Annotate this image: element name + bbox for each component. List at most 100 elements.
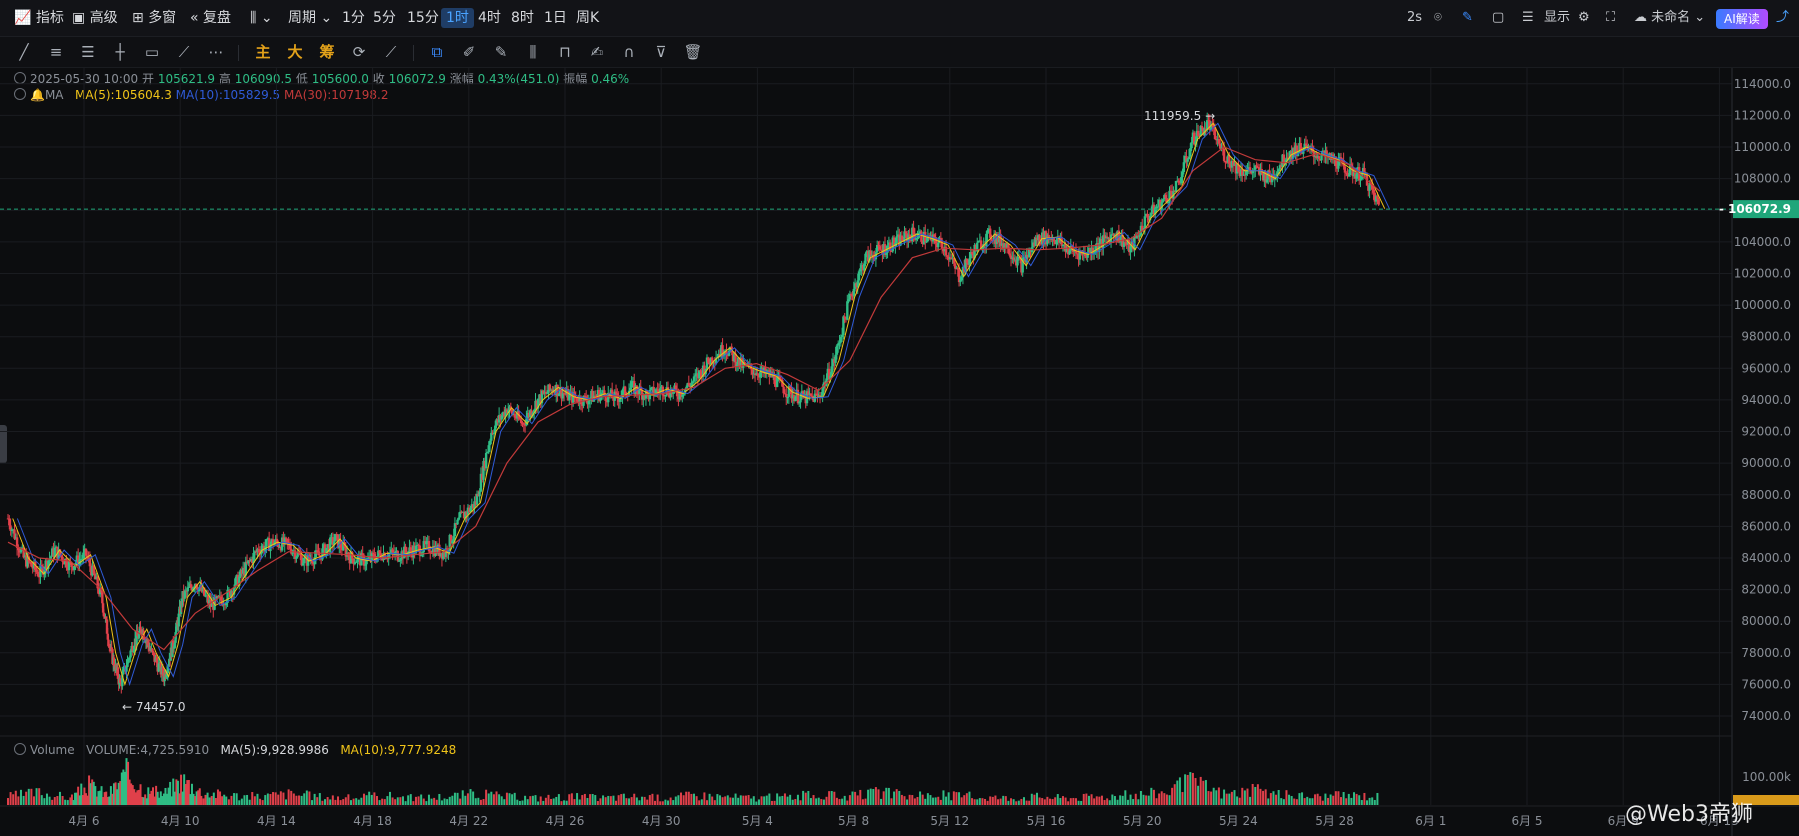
- fullscreen-icon[interactable]: ⛶: [1606, 10, 1616, 25]
- advanced-button[interactable]: ▣ 高级: [72, 10, 118, 26]
- candle-body: [1172, 190, 1175, 199]
- tf-1m[interactable]: 1分: [342, 10, 365, 26]
- candle-body: [390, 549, 393, 553]
- candle-body: [603, 390, 606, 396]
- main-force-button[interactable]: 主: [255, 43, 271, 61]
- volume-bar: [563, 800, 566, 805]
- candle-body: [93, 573, 97, 580]
- gear-icon[interactable]: ⚙: [1578, 10, 1590, 25]
- multi-window-button[interactable]: ⊞ 多窗: [132, 10, 177, 26]
- magnet-tool-icon[interactable]: ∩: [623, 43, 635, 61]
- pen-icon[interactable]: ✎: [1462, 10, 1473, 25]
- tf-1d[interactable]: 1日: [544, 10, 567, 26]
- transform-tool-icon[interactable]: ⟳: [352, 43, 366, 61]
- candle-body: [621, 389, 624, 397]
- tf-1h[interactable]: 1时: [441, 8, 474, 28]
- candle-body: [704, 368, 707, 375]
- line-tool-icon[interactable]: ╱: [19, 43, 29, 61]
- list-icon[interactable]: ☰: [1522, 10, 1534, 25]
- parallel-tool-icon[interactable]: ≡: [49, 43, 63, 61]
- volume-bar: [550, 798, 553, 805]
- candle-body: [846, 301, 849, 320]
- candles-tool-icon[interactable]: ⫼: [529, 43, 537, 61]
- ruler-tool-icon[interactable]: ✐: [462, 43, 476, 61]
- candle-body: [1181, 172, 1184, 178]
- tf-15m[interactable]: 15分: [407, 10, 439, 26]
- chart-type-button[interactable]: ⫼ ⌄: [250, 8, 273, 28]
- edit-icon[interactable]: ▢: [1492, 10, 1505, 25]
- candle-body: [905, 233, 909, 242]
- measure-tool-icon[interactable]: ⟋: [385, 43, 397, 61]
- candle-body: [458, 511, 462, 518]
- volume-bar: [965, 793, 968, 805]
- pencil-tool-icon[interactable]: ✎: [494, 43, 508, 61]
- filter-tool-icon[interactable]: ⊽: [655, 43, 667, 61]
- candle-body: [1250, 170, 1253, 174]
- note-tool-icon[interactable]: ✍: [590, 43, 604, 61]
- volume-bar: [373, 792, 376, 805]
- replay-button[interactable]: « 复盘: [190, 10, 232, 26]
- candle-body: [117, 678, 120, 685]
- display-button[interactable]: 显示: [1544, 10, 1571, 25]
- candle-body: [215, 596, 219, 599]
- tf-week[interactable]: 周K: [576, 10, 600, 26]
- volume-bar: [92, 781, 95, 805]
- candle-body: [1138, 235, 1141, 237]
- volume-bar: [198, 788, 201, 805]
- volume-bar: [503, 799, 506, 805]
- candle-body: [818, 395, 822, 397]
- share-icon[interactable]: ⤴: [1776, 10, 1790, 25]
- candle-body: [1076, 253, 1079, 255]
- bell-icon[interactable]: 🔔: [30, 88, 45, 102]
- candle-body: [114, 664, 117, 671]
- volume-bar: [399, 797, 402, 805]
- rect-tool-icon[interactable]: ▭: [144, 43, 160, 61]
- volume-bar: [687, 791, 690, 805]
- trash-icon[interactable]: 🗑: [683, 43, 703, 61]
- volume-bar: [921, 794, 924, 805]
- collapse-icon[interactable]: [14, 88, 26, 100]
- candle-body: [1008, 253, 1011, 256]
- collapse-icon[interactable]: [14, 743, 26, 755]
- left-panel-handle[interactable]: [0, 425, 7, 463]
- indicators-button[interactable]: 📈 指标: [14, 10, 64, 26]
- volume-bar: [75, 792, 78, 805]
- candle-body: [1377, 199, 1380, 205]
- collapse-icon[interactable]: [14, 72, 26, 84]
- lock-tool-icon[interactable]: ⊓: [559, 43, 571, 61]
- big-order-button[interactable]: 大: [287, 43, 303, 61]
- candle-body: [1051, 237, 1054, 240]
- candle-body: [1102, 235, 1105, 248]
- candle-body: [1011, 257, 1014, 259]
- candle-body: [308, 554, 311, 560]
- tf-8h[interactable]: 8时: [511, 10, 534, 26]
- candle-body: [1060, 238, 1063, 246]
- candle-body: [1018, 257, 1022, 260]
- candle-body: [1160, 202, 1163, 210]
- candle-body: [1354, 172, 1357, 179]
- cloud-layout-button[interactable]: ☁ 未命名 ⌄: [1634, 10, 1706, 25]
- candle-body: [382, 553, 385, 561]
- hline-tool-icon[interactable]: ┼: [115, 43, 125, 61]
- copy-tool-icon[interactable]: ⧉: [431, 43, 443, 61]
- volume-bar: [1298, 793, 1301, 805]
- candle-body: [469, 508, 472, 512]
- hlines-tool-icon[interactable]: ☰: [81, 43, 95, 61]
- volume-bar: [1054, 797, 1057, 805]
- candle-body: [1107, 237, 1110, 239]
- volume-bar: [1282, 799, 1285, 805]
- tf-5m[interactable]: 5分: [373, 10, 396, 26]
- period-dropdown[interactable]: 周期 ⌄: [288, 10, 333, 26]
- volume-bar: [256, 793, 259, 805]
- ai-read-button[interactable]: AI解读: [1716, 9, 1768, 29]
- chips-button[interactable]: 筹: [319, 43, 335, 61]
- brush-tool-icon[interactable]: ⟋: [178, 43, 190, 61]
- volume-bar: [557, 794, 560, 805]
- camera-icon[interactable]: ⌾: [1434, 10, 1442, 25]
- tf-4h[interactable]: 4时: [478, 10, 501, 26]
- more-tools-icon[interactable]: ⋯: [208, 43, 224, 61]
- refresh-interval[interactable]: 2s: [1407, 10, 1423, 25]
- candle-body: [627, 390, 631, 397]
- candle-body: [128, 657, 131, 659]
